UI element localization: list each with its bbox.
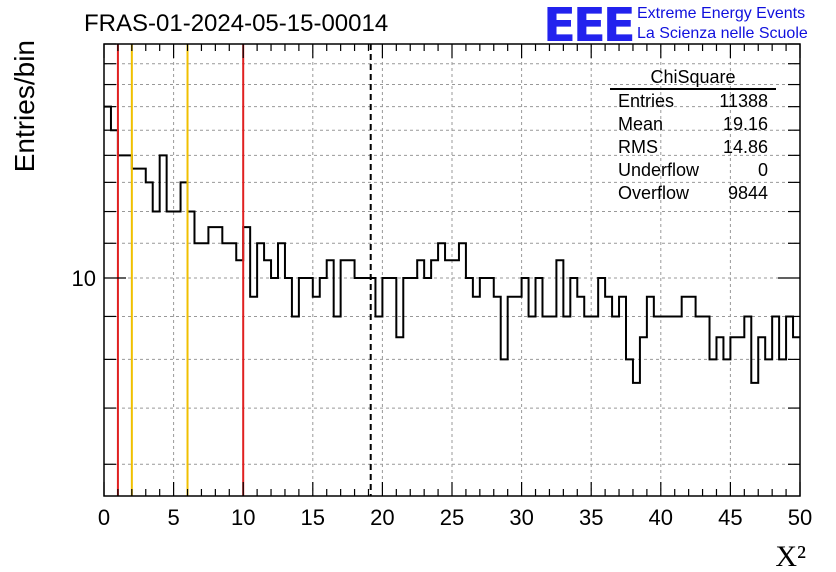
x-tick-label: 50 — [788, 505, 812, 530]
grid-lines — [104, 43, 800, 496]
stats-title: ChiSquare — [610, 66, 776, 90]
stats-row-rms: RMS 14.86 — [610, 136, 776, 159]
axis-ticks — [103, 43, 801, 496]
histogram-bars — [104, 105, 800, 384]
histogram-step-line — [104, 105, 800, 384]
stats-value: 11388 — [719, 91, 768, 111]
x-tick-label: 0 — [98, 505, 110, 530]
stats-row-entries: Entries 11388 — [610, 90, 776, 113]
x-tick-label: 10 — [231, 505, 255, 530]
x-tick-label: 25 — [440, 505, 464, 530]
stats-row-mean: Mean 19.16 — [610, 113, 776, 136]
x-tick-label: 30 — [509, 505, 533, 530]
eee-logo-line1: Extreme Energy Events — [637, 5, 806, 22]
x-tick-label: 35 — [579, 505, 603, 530]
x-tick-label: 15 — [301, 505, 325, 530]
x-tick-label: 20 — [370, 505, 394, 530]
eee-logo-line2: La Scienza nelle Scuole — [637, 25, 808, 42]
stats-label: Overflow — [618, 183, 690, 203]
stats-row-underflow: Underflow 0 — [610, 159, 776, 182]
stats-label: Underflow — [618, 160, 700, 180]
stats-label: Entries — [618, 91, 675, 111]
x-tick-label: 45 — [718, 505, 742, 530]
stats-value: 9844 — [727, 183, 768, 203]
stats-value: 14.86 — [722, 137, 768, 157]
y-tick-label: 10 — [72, 266, 96, 291]
x-tick-label: 40 — [649, 505, 673, 530]
y-axis-label: Entries/bin — [9, 40, 40, 172]
run-title: FRAS-01-2024-05-15-00014 — [84, 10, 389, 37]
x-axis-label: X² — [775, 540, 806, 572]
stats-label: RMS — [618, 137, 658, 157]
stats-value: 0 — [757, 160, 768, 180]
x-tick-label: 5 — [167, 505, 179, 530]
stats-value: 19.16 — [722, 114, 768, 134]
stats-box: ChiSquare Entries 11388 Mean 19.16 RMS 1… — [610, 66, 776, 205]
stats-label: Mean — [618, 114, 664, 134]
marker-lines — [116, 44, 372, 496]
eee-logo: EEE — [543, 0, 636, 52]
axis-tick-labels: 0 5 10 15 20 25 30 35 40 45 50 10 — [72, 266, 813, 530]
stats-row-overflow: Overflow 9844 — [610, 182, 776, 205]
